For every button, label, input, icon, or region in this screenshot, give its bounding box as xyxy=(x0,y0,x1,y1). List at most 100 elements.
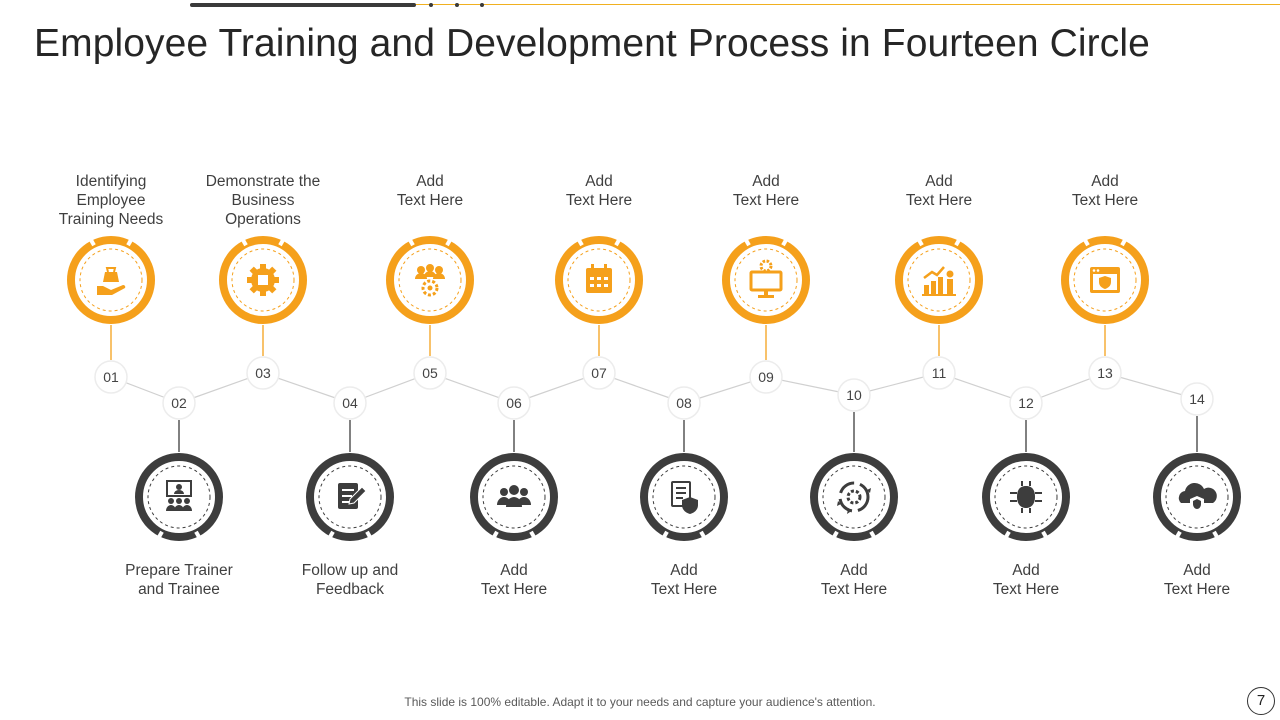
step-label-line: Text Here xyxy=(480,581,548,598)
presentation-team-icon xyxy=(166,480,192,511)
step-number: 01 xyxy=(103,369,119,385)
ring-gap xyxy=(405,233,415,247)
number-badge-circle xyxy=(837,378,871,412)
step-circle xyxy=(640,453,728,544)
step-label-line: Add xyxy=(1091,173,1119,190)
step-number: 05 xyxy=(422,365,438,381)
step-circle xyxy=(555,233,643,324)
group-people-icon xyxy=(497,485,531,507)
step-label: Add Text Here xyxy=(1127,561,1267,599)
step-number: 08 xyxy=(676,395,692,411)
step-label: Prepare Trainer and Trainee xyxy=(109,561,249,599)
step-number: 06 xyxy=(506,395,522,411)
step-number-badge: 06 xyxy=(497,386,531,420)
ring-gap xyxy=(529,530,539,544)
ring-gap xyxy=(86,233,96,247)
number-badge-circle xyxy=(162,386,196,420)
step-inner-ring xyxy=(231,248,295,312)
step-label: Add Text Here xyxy=(696,172,836,210)
step-number-badge: 03 xyxy=(246,356,280,390)
step-number-badge: 14 xyxy=(1180,382,1214,416)
step-label: Add Text Here xyxy=(614,561,754,599)
step-label-line: Add xyxy=(1012,562,1040,579)
step-number-badge: 08 xyxy=(667,386,701,420)
step-circle xyxy=(895,233,983,324)
step-label-line: Text Here xyxy=(732,192,800,209)
number-badge-circle xyxy=(413,356,447,390)
step-label-line: Add xyxy=(1183,562,1211,579)
step-number: 10 xyxy=(846,387,862,403)
step-label-line: and Trainee xyxy=(138,581,220,598)
ring-gap xyxy=(914,233,924,247)
step-number: 14 xyxy=(1189,391,1205,407)
step-label-line: Text Here xyxy=(1163,581,1231,598)
step-circle xyxy=(67,233,155,324)
top-progress-bar xyxy=(190,3,416,7)
step-label-line: Feedback xyxy=(315,581,385,598)
step-inner-ring xyxy=(994,465,1058,529)
ring-gap xyxy=(445,233,455,247)
step-label-line: Add xyxy=(585,173,613,190)
step-number-badge: 11 xyxy=(922,356,956,390)
step-label: Add Text Here xyxy=(1035,172,1175,210)
ring-gap xyxy=(238,233,248,247)
ring-gap xyxy=(699,530,709,544)
step-label-line: Add xyxy=(840,562,868,579)
step-label-line: Text Here xyxy=(905,192,973,209)
step-label: Identifying Employee Training Needs xyxy=(41,172,181,229)
ring-gap xyxy=(126,233,136,247)
number-badge-circle xyxy=(922,356,956,390)
step-label-line: Add xyxy=(925,173,953,190)
number-badge-circle xyxy=(94,360,128,394)
step-label-line: Text Here xyxy=(565,192,633,209)
ring-gap xyxy=(1120,233,1130,247)
page-number: 7 xyxy=(1247,687,1275,715)
step-number-badge: 04 xyxy=(333,386,367,420)
step-number: 12 xyxy=(1018,395,1034,411)
step-label-line: Text Here xyxy=(396,192,464,209)
top-dot xyxy=(455,3,459,7)
step-label-line: Add xyxy=(670,562,698,579)
ring-gap xyxy=(194,530,204,544)
step-label-line: Training Needs xyxy=(58,211,164,228)
step-circle xyxy=(1061,233,1149,324)
number-badge-circle xyxy=(1088,356,1122,390)
step-label: Add Text Here xyxy=(360,172,500,210)
number-badge-circle xyxy=(333,386,367,420)
step-label-line: Text Here xyxy=(1071,192,1139,209)
step-label: Demonstrate the Business Operations xyxy=(193,172,333,229)
ring-gap xyxy=(781,233,791,247)
step-inner-ring xyxy=(652,465,716,529)
step-circle xyxy=(810,453,898,544)
step-inner-ring xyxy=(398,248,462,312)
step-label-line: Text Here xyxy=(820,581,888,598)
step-label-line: Add xyxy=(416,173,444,190)
top-dot xyxy=(480,3,484,7)
step-label-line: Employee xyxy=(76,192,146,209)
step-circle xyxy=(135,453,223,544)
top-dot xyxy=(429,3,433,7)
step-number: 13 xyxy=(1097,365,1113,381)
step-number-badge: 09 xyxy=(749,360,783,394)
step-inner-ring xyxy=(1165,465,1229,529)
growth-chart-person-icon xyxy=(922,266,956,296)
ring-gap xyxy=(954,233,964,247)
step-inner-ring xyxy=(907,248,971,312)
step-inner-ring xyxy=(567,248,631,312)
cycle-gear-icon xyxy=(837,481,871,514)
step-inner-ring xyxy=(822,465,886,529)
ring-gap xyxy=(614,233,624,247)
ring-gap xyxy=(489,530,499,544)
step-label-line: Text Here xyxy=(650,581,718,598)
step-label-line: Add xyxy=(500,562,528,579)
step-label-line: Text Here xyxy=(992,581,1060,598)
step-number-badge: 05 xyxy=(413,356,447,390)
number-badge-circle xyxy=(582,356,616,390)
ring-gap xyxy=(741,233,751,247)
step-label: Add Text Here xyxy=(444,561,584,599)
ring-gap xyxy=(325,530,335,544)
step-circle xyxy=(1153,453,1241,544)
step-number-badge: 07 xyxy=(582,356,616,390)
circuit-chip-icon xyxy=(1010,481,1042,513)
